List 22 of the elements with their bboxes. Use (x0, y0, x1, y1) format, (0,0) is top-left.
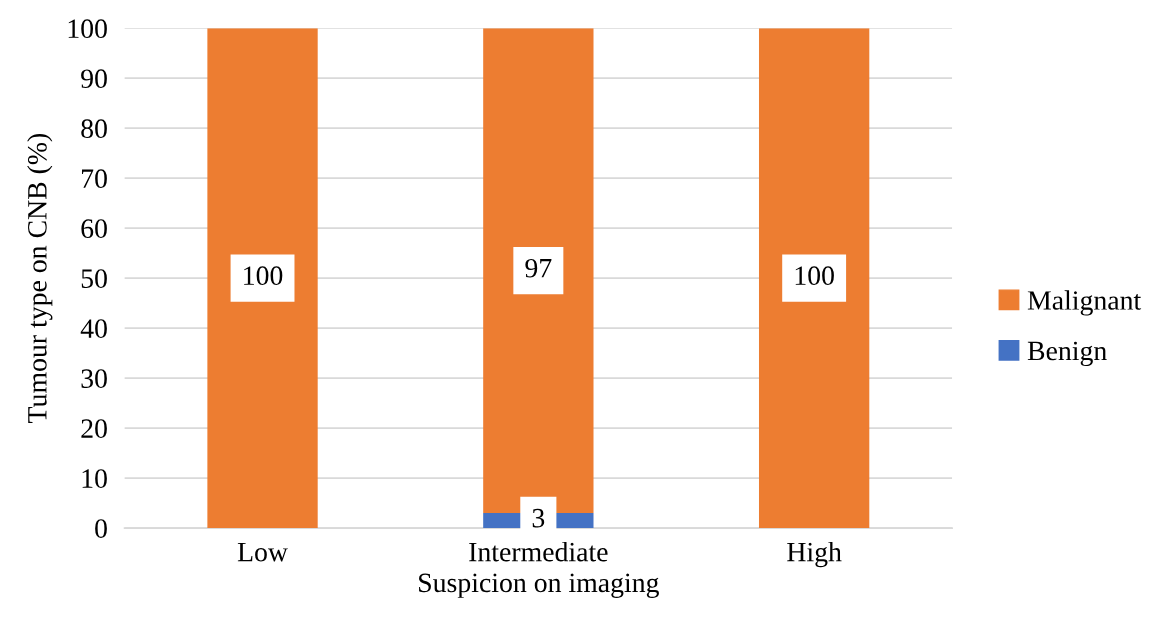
y-tick-label: 100 (68, 19, 107, 39)
y-tick-label: 10 (82, 469, 107, 488)
data-label: 97 (525, 258, 552, 278)
y-tick-label: 40 (80, 319, 107, 338)
data-label: 100 (244, 266, 283, 286)
y-tick-label: 80 (81, 119, 107, 139)
y-tick-label: 20 (81, 419, 107, 438)
y-tick-label: 30 (81, 369, 107, 388)
x-tick-label: Low (237, 543, 288, 562)
x-tick-label: High (787, 541, 842, 568)
y-axis-title: Tumour type on CNB (%) (27, 133, 53, 423)
data-label: 100 (795, 266, 834, 286)
x-tick-label: Intermediate (469, 541, 608, 562)
y-tick-label: 90 (81, 69, 107, 89)
data-label: 3 (532, 508, 545, 528)
legend-label: Malignant (1027, 290, 1142, 316)
y-tick-label: 60 (81, 219, 107, 239)
y-tick-label: 0 (95, 519, 107, 538)
x-axis-title: Suspicion on imaging (419, 573, 659, 598)
y-tick-label: 50 (81, 269, 107, 289)
y-tick-label: 70 (82, 169, 107, 189)
legend-label: Benign (1027, 341, 1107, 367)
